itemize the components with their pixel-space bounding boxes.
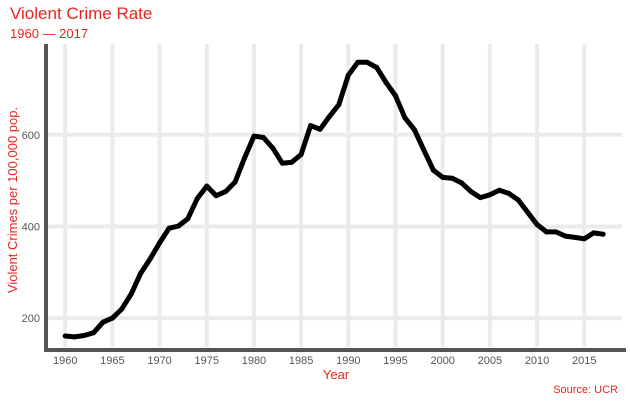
data-point-1973 (185, 216, 191, 222)
data-point-2003 (468, 189, 474, 195)
data-point-1998 (421, 147, 427, 153)
data-point-1963 (91, 330, 97, 336)
data-point-2000 (440, 174, 446, 180)
y-tick-label-400: 400 (22, 221, 40, 233)
series-line (62, 59, 606, 340)
data-point-1971 (166, 225, 172, 231)
x-tick-label-1990: 1990 (336, 355, 360, 367)
data-point-1966 (119, 306, 125, 312)
y-axis-ticks: 200 400 600 (22, 130, 40, 325)
data-point-2016 (591, 230, 597, 236)
data-point-2014 (572, 234, 578, 240)
data-point-2011 (544, 229, 550, 235)
vertical-gridlines (63, 44, 587, 347)
x-tick-label-1980: 1980 (242, 355, 266, 367)
data-point-1961 (72, 334, 78, 340)
data-point-1986 (308, 123, 314, 129)
x-tick-label-1970: 1970 (147, 355, 171, 367)
y-tick-label-600: 600 (22, 130, 40, 142)
chart-title: Violent Crime Rate (10, 4, 153, 23)
data-point-1980 (251, 133, 257, 139)
data-point-1991 (355, 59, 361, 65)
data-point-2001 (449, 175, 455, 181)
data-point-1964 (100, 319, 106, 325)
chart-subtitle: 1960 — 2017 (10, 26, 89, 41)
data-point-2009 (525, 209, 531, 215)
data-point-2004 (477, 195, 483, 201)
data-point-1975 (204, 183, 210, 189)
data-point-1983 (279, 160, 285, 166)
data-point-1970 (157, 240, 163, 246)
data-point-1993 (374, 64, 380, 70)
y-tick-label-200: 200 (22, 313, 40, 325)
data-point-2008 (515, 197, 521, 203)
data-point-2010 (534, 222, 540, 228)
x-axis-ticks: 1960 1965 1970 1975 1980 1985 1990 1995 2000 2005… (53, 355, 597, 367)
x-tick-label-1975: 1975 (195, 355, 219, 367)
data-point-1989 (336, 102, 342, 108)
x-tick-label-2015: 2015 (572, 355, 596, 367)
y-axis-title: Violent Crimes per 100,000 pop. (5, 107, 20, 293)
data-point-2005 (487, 192, 493, 198)
data-point-1960 (62, 333, 68, 339)
data-point-1995 (393, 93, 399, 99)
series-group (62, 59, 606, 340)
data-point-1999 (430, 167, 436, 173)
data-point-1996 (402, 115, 408, 121)
data-point-2015 (581, 236, 587, 242)
data-point-1962 (81, 333, 87, 339)
horizontal-gridlines (48, 132, 622, 321)
data-point-1974 (194, 195, 200, 201)
x-axis-title: Year (323, 367, 350, 382)
x-tick-label-1965: 1965 (100, 355, 124, 367)
data-point-1978 (232, 179, 238, 185)
data-point-1985 (298, 151, 304, 157)
data-point-1979 (242, 155, 248, 161)
x-tick-label-2005: 2005 (478, 355, 502, 367)
data-point-2002 (459, 180, 465, 186)
x-tick-label-1960: 1960 (53, 355, 77, 367)
data-point-1990 (345, 72, 351, 78)
data-point-1994 (383, 80, 389, 86)
data-point-2013 (562, 233, 568, 239)
data-point-1984 (289, 159, 295, 165)
data-point-1967 (128, 291, 134, 297)
data-point-1992 (364, 59, 370, 65)
data-point-1997 (411, 127, 417, 133)
source-caption: Source: UCR (553, 384, 618, 396)
data-point-1972 (175, 223, 181, 229)
data-point-1976 (213, 193, 219, 199)
data-point-2017 (600, 231, 606, 237)
data-point-1965 (109, 315, 115, 321)
data-point-1988 (326, 113, 332, 119)
x-tick-label-2010: 2010 (525, 355, 549, 367)
data-point-1982 (270, 145, 276, 151)
data-point-1968 (138, 270, 144, 276)
data-point-1981 (260, 135, 266, 141)
x-tick-label-1985: 1985 (289, 355, 313, 367)
data-point-2006 (496, 187, 502, 193)
x-tick-label-2000: 2000 (430, 355, 454, 367)
data-point-1987 (317, 126, 323, 132)
data-point-1969 (147, 256, 153, 262)
data-point-2007 (506, 190, 512, 196)
data-point-1977 (223, 189, 229, 195)
data-point-2012 (553, 229, 559, 235)
x-tick-label-1995: 1995 (383, 355, 407, 367)
